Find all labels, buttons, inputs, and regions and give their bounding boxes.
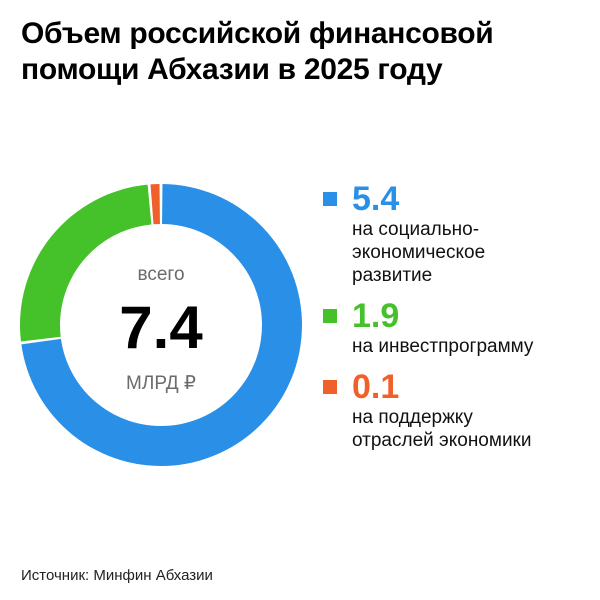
donut-slice-3 — [150, 184, 160, 225]
legend: 5.4 на социально-экономическое развитие 1.9… — [322, 180, 592, 452]
legend-label-line: отраслей экономики — [352, 430, 532, 451]
donut-slice-2 — [20, 184, 152, 342]
legend-label-line: на социально- — [352, 219, 480, 240]
legend-label-line: на инвестпрограмму — [352, 336, 534, 357]
legend-label: на инвестпрограмму — [352, 335, 592, 358]
legend-value: 1.9 — [352, 297, 400, 335]
legend-swatch — [323, 192, 337, 206]
legend-swatch — [323, 380, 337, 394]
legend-label-line: развитие — [352, 265, 433, 286]
total-caption: всего — [137, 264, 185, 285]
donut-chart: всего 7.4 МЛРД ₽ — [20, 184, 302, 466]
legend-item-3: 0.1 на поддержку отраслей экономики — [322, 368, 592, 452]
legend-value: 5.4 — [352, 180, 400, 218]
chart-title: Объем российской финансовой помощи Абхаз… — [21, 16, 581, 88]
legend-label: на поддержку отраслей экономики — [352, 406, 592, 452]
total-unit: МЛРД ₽ — [126, 373, 196, 394]
chart-title-line-1: Объем российской финансовой — [21, 17, 494, 50]
legend-item-2: 1.9 на инвестпрограмму — [322, 297, 592, 358]
source-note: Источник: Минфин Абхазии — [21, 567, 213, 584]
chart-title-line-2: помощи Абхазии в 2025 году — [21, 53, 443, 86]
legend-label-line: экономическое — [352, 242, 486, 263]
donut-svg — [20, 184, 302, 466]
legend-item-1: 5.4 на социально-экономическое развитие — [322, 180, 592, 287]
legend-label-line: на поддержку — [352, 407, 473, 428]
total-value: 7.4 — [119, 294, 203, 361]
legend-label: на социально-экономическое развитие — [352, 218, 592, 287]
legend-value: 0.1 — [352, 368, 400, 406]
legend-swatch — [323, 309, 337, 323]
